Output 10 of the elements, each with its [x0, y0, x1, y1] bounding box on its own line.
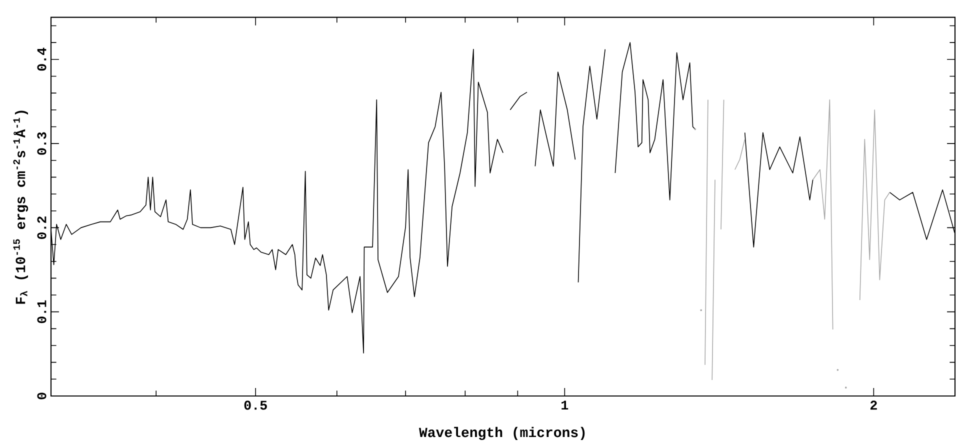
y-tick-label: 0.1	[37, 300, 46, 324]
y-tick-label: 0.3	[37, 132, 46, 155]
x-axis-title: Wavelength (microns)	[418, 426, 585, 440]
x-tick-label: 1	[562, 400, 568, 410]
x-tick-label: 0.5	[244, 400, 267, 410]
text: F$_{λ}$ (10$^{-15}$ ergs cm$^{-2}$s$^{-1}$Å$^{-1}$)	[13, 110, 28, 304]
y-tick-label: 0.2	[37, 216, 46, 239]
y-tick-label: 0	[37, 392, 46, 400]
x-tick-label: 2	[870, 400, 877, 410]
y-tick-label: 0.4	[37, 48, 46, 71]
